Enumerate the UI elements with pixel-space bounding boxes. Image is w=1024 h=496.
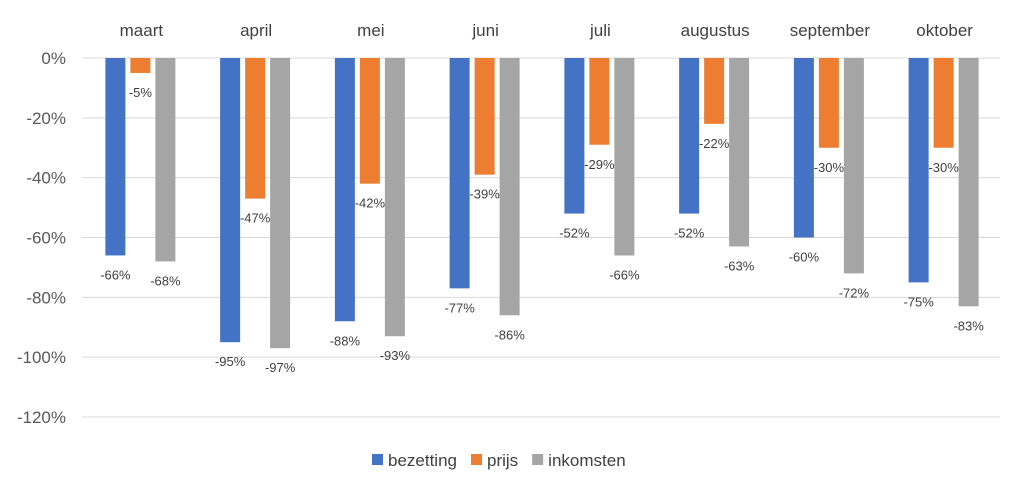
data-label: -52% — [559, 226, 590, 241]
data-label: -29% — [584, 157, 615, 172]
bar-inkomsten — [384, 58, 405, 337]
data-label: -77% — [444, 300, 475, 315]
category-label: oktober — [916, 21, 973, 40]
data-label: -95% — [215, 354, 246, 369]
bar-prijs — [245, 58, 266, 199]
data-label: -68% — [150, 273, 181, 288]
legend-swatch-bezetting — [372, 454, 383, 465]
category-label: augustus — [681, 21, 750, 40]
bar-bezetting — [679, 58, 700, 214]
data-label: -88% — [330, 333, 361, 348]
category-label: september — [790, 21, 871, 40]
data-label: -72% — [839, 285, 870, 300]
bar-inkomsten — [729, 58, 750, 247]
bar-prijs — [933, 58, 954, 148]
data-label: -93% — [380, 348, 411, 363]
data-label: -66% — [609, 267, 640, 282]
data-label: -75% — [903, 294, 934, 309]
y-tick-label: -120% — [17, 408, 66, 427]
y-tick-label: 0% — [41, 49, 66, 68]
y-tick-label: -40% — [26, 169, 66, 188]
data-label: -30% — [814, 160, 845, 175]
bar-bezetting — [220, 58, 241, 343]
data-label: -47% — [240, 211, 271, 226]
bar-prijs — [130, 58, 151, 73]
bar-bezetting — [105, 58, 126, 256]
legend-label: inkomsten — [548, 451, 625, 470]
bar-inkomsten — [155, 58, 176, 262]
bar-bezetting — [334, 58, 355, 322]
category-label: juli — [589, 21, 611, 40]
data-label: -83% — [953, 318, 984, 333]
data-label: -42% — [355, 196, 386, 211]
bar-inkomsten — [958, 58, 979, 307]
y-tick-label: -20% — [26, 109, 66, 128]
data-label: -60% — [789, 250, 820, 265]
bar-inkomsten — [843, 58, 864, 274]
legend-swatch-prijs — [471, 454, 482, 465]
legend-label: bezetting — [388, 451, 457, 470]
data-label: -22% — [699, 136, 730, 151]
category-label: maart — [120, 21, 164, 40]
legend-swatch-inkomsten — [532, 454, 544, 465]
data-label: -63% — [724, 258, 755, 273]
bar-prijs — [359, 58, 380, 184]
bar-bezetting — [564, 58, 585, 214]
data-label: -97% — [265, 360, 296, 375]
data-label: -66% — [100, 267, 131, 282]
bar-prijs — [474, 58, 495, 175]
bar-prijs — [589, 58, 610, 145]
data-label: -30% — [928, 160, 959, 175]
bar-inkomsten — [499, 58, 520, 316]
y-tick-label: -60% — [26, 229, 66, 248]
legend-label: prijs — [487, 451, 518, 470]
category-label: april — [240, 21, 272, 40]
y-tick-label: -100% — [17, 348, 66, 367]
category-label: juni — [471, 21, 498, 40]
data-label: -52% — [674, 226, 705, 241]
data-label: -5% — [129, 85, 153, 100]
y-tick-label: -80% — [26, 288, 66, 307]
bar-bezetting — [793, 58, 814, 238]
bar-inkomsten — [270, 58, 291, 349]
bar-bezetting — [449, 58, 470, 289]
bar-inkomsten — [614, 58, 635, 256]
category-label: mei — [357, 21, 384, 40]
data-label: -39% — [469, 187, 500, 202]
bar-prijs — [704, 58, 725, 124]
bar-prijs — [818, 58, 839, 148]
data-label: -86% — [494, 327, 525, 342]
bar-bezetting — [908, 58, 929, 283]
